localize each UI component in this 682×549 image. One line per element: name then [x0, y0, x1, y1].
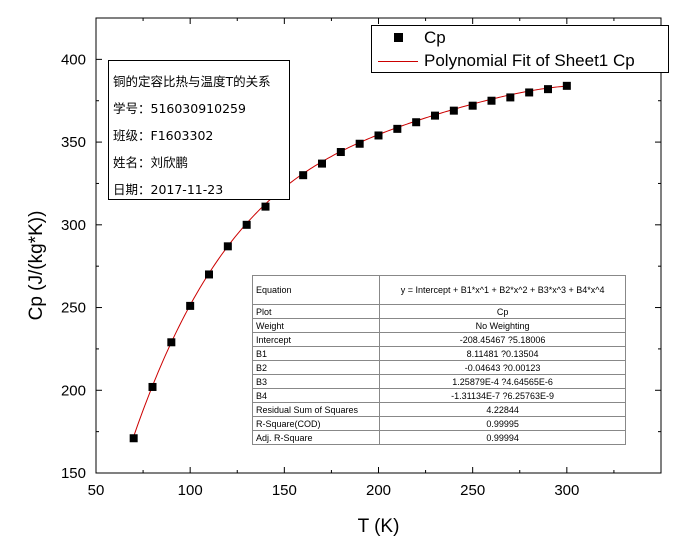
data-point — [506, 93, 515, 102]
row-value: 8.11481 ?0.13504 — [379, 346, 626, 361]
row-label: B3 — [251, 374, 381, 389]
data-point — [544, 85, 552, 94]
data-point — [412, 118, 421, 127]
y-tick-label: 200 — [61, 382, 86, 399]
row-label: B4 — [251, 388, 381, 403]
info-title: 铜的定容比热与温度T的关系 — [113, 74, 271, 89]
table-row: B2 -0.04643 ?0.00123 — [251, 360, 626, 375]
axes — [95, 17, 662, 474]
row-label: Plot — [251, 304, 381, 319]
tick-labels: 50 100 150 200 250 300 150 200 250 300 350 400 — [61, 51, 579, 499]
table-row: Equation y = Intercept + B1*x^1 + B2*x^2 … — [251, 275, 626, 305]
x-axis-title: T (K) — [358, 516, 400, 537]
data-point — [186, 301, 195, 310]
y-tick-label: 250 — [61, 300, 86, 317]
table-row: Residual Sum of Squares 4.22844 — [251, 402, 626, 417]
y-tick-label: 300 — [61, 217, 86, 234]
legend-entry-fit: Polynomial Fit of Sheet1 Cp — [372, 50, 668, 72]
data-point — [468, 101, 477, 110]
data-point — [525, 88, 534, 97]
y-tick-label: 400 — [61, 51, 86, 68]
legend-label-fit: Polynomial Fit of Sheet1 Cp — [424, 51, 635, 70]
table-row: Adj. R-Square 0.99994 — [251, 430, 626, 445]
legend: Cp Polynomial Fit of Sheet1 Cp — [371, 25, 669, 73]
data-point — [393, 124, 402, 133]
y-tick-label: 150 — [61, 465, 86, 482]
legend-line-swatch — [378, 61, 418, 62]
info-class: 班级：F1603302 — [113, 128, 214, 143]
row-label: R-Square(COD) — [251, 416, 381, 431]
x-tick-label: 100 — [178, 482, 203, 499]
x-tick-label: 300 — [554, 482, 579, 499]
data-point — [167, 338, 176, 347]
data-point — [449, 106, 458, 115]
data-point — [374, 131, 383, 140]
data-point — [431, 111, 439, 120]
data-point — [355, 139, 364, 148]
data-point — [261, 202, 270, 211]
data-point — [562, 81, 571, 90]
row-label: B1 — [251, 346, 381, 361]
y-tick-label: 350 — [61, 134, 86, 151]
data-point — [223, 242, 232, 251]
info-date: 日期：2017-11-23 — [113, 182, 224, 197]
y-axis-title: Cp (J/(kg*K)) — [26, 211, 47, 321]
row-value: 0.99995 — [379, 416, 626, 431]
data-point — [336, 148, 345, 157]
data-point — [299, 171, 308, 180]
x-tick-label: 250 — [460, 482, 485, 499]
x-tick-label: 150 — [272, 482, 297, 499]
data-point — [205, 270, 213, 279]
legend-entry-cp: Cp — [372, 27, 668, 49]
table-row: B3 1.25879E-4 ?4.64565E-6 — [251, 374, 626, 389]
table-row: Intercept -208.45467 ?5.18006 — [251, 332, 626, 347]
row-label: Residual Sum of Squares — [251, 402, 381, 417]
row-value: No Weighting — [379, 318, 626, 333]
row-value: -1.31134E-7 ?6.25763E-9 — [379, 388, 626, 403]
table-row: B1 8.11481 ?0.13504 — [251, 346, 626, 361]
row-value: 0.99994 — [379, 430, 626, 445]
table-row: R-Square(COD) 0.99995 — [251, 416, 626, 431]
row-label: Adj. R-Square — [251, 430, 381, 445]
x-tick-label: 50 — [88, 482, 105, 499]
points-group — [129, 81, 571, 443]
row-label: B2 — [251, 360, 381, 375]
data-point — [148, 382, 157, 391]
row-value: y = Intercept + B1*x^1 + B2*x^2 + B3*x^3… — [379, 275, 626, 305]
row-value: -0.04643 ?0.00123 — [379, 360, 626, 375]
table-row: Plot Cp — [251, 304, 626, 319]
legend-marker-square — [394, 33, 403, 42]
data-point — [242, 220, 251, 229]
legend-label-cp: Cp — [424, 28, 446, 47]
table-row: B4 -1.31134E-7 ?6.25763E-9 — [251, 388, 626, 403]
row-value: Cp — [379, 304, 626, 319]
table-row: Weight No Weighting — [251, 318, 626, 333]
row-label: Intercept — [251, 332, 381, 347]
info-name: 姓名：刘欣鹏 — [113, 155, 189, 170]
x-tick-label: 200 — [366, 482, 391, 499]
row-value: -208.45467 ?5.18006 — [379, 332, 626, 347]
row-value: 4.22844 — [379, 402, 626, 417]
data-point — [487, 96, 496, 105]
info-student-id: 学号：516030910259 — [113, 101, 246, 116]
data-point — [318, 159, 326, 168]
row-label: Equation — [251, 275, 381, 305]
fit-statistics-table: Equation y = Intercept + B1*x^1 + B2*x^2 … — [251, 275, 626, 445]
info-box: 铜的定容比热与温度T的关系 学号：516030910259 班级：F160330… — [108, 60, 290, 200]
row-value: 1.25879E-4 ?4.64565E-6 — [379, 374, 626, 389]
row-label: Weight — [251, 318, 381, 333]
data-point — [129, 434, 138, 443]
